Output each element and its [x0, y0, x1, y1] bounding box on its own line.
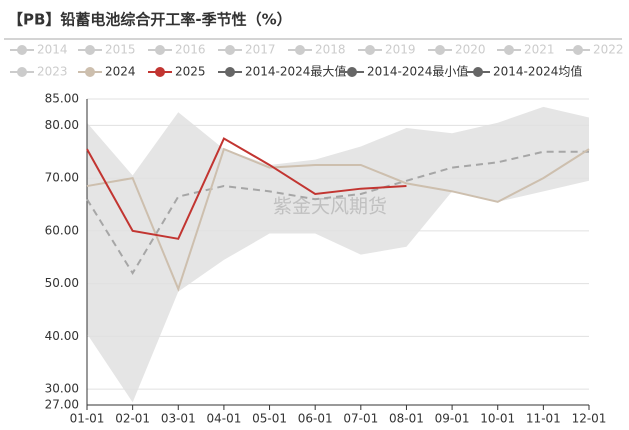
- legend-icon: [473, 67, 483, 77]
- x-tick-label: 03-01: [161, 412, 196, 426]
- legend-icon: [85, 67, 95, 77]
- watermark: 紫金天风期货: [273, 196, 387, 218]
- series-line: [86, 150, 589, 276]
- legend-icon: [17, 67, 27, 77]
- y-tick-label: 50.00: [45, 276, 79, 290]
- legend-label: 2014-2024最大值: [245, 64, 346, 79]
- legend-icon: [225, 45, 235, 55]
- legend-icon: [573, 45, 583, 55]
- legend-icon: [155, 45, 165, 55]
- legend-label: 2021: [524, 43, 555, 57]
- legend-label: 2017: [245, 43, 276, 57]
- x-tick-label: 07-01: [343, 412, 378, 426]
- chart-title: 【PB】铅蓄电池综合开工率-季节性（%）: [8, 11, 292, 29]
- legend-label: 2023: [37, 65, 68, 79]
- legend-label: 2024: [105, 65, 136, 79]
- legend-icon: [225, 67, 235, 77]
- legend-label: 2020: [455, 43, 486, 57]
- x-tick-label: 06-01: [298, 412, 333, 426]
- x-tick-label: 10-01: [480, 412, 515, 426]
- legend-icon: [17, 45, 27, 55]
- legend-icon: [85, 45, 95, 55]
- legend-label: 2025: [175, 65, 206, 79]
- legend-label: 2014-2024均值: [493, 64, 582, 79]
- y-tick-label: 30.00: [45, 382, 79, 396]
- y-tick-label: 40.00: [45, 329, 79, 343]
- legend-icon: [435, 45, 445, 55]
- legend-label: 2019: [385, 43, 416, 57]
- x-tick-label: 11-01: [526, 412, 561, 426]
- y-tick-label: 27.00: [45, 398, 79, 412]
- y-tick-label: 70.00: [45, 171, 79, 185]
- legend-icon: [504, 45, 514, 55]
- legend-label: 2014-2024最小值: [367, 64, 468, 79]
- series-line: [86, 137, 407, 240]
- x-tick-label: 09-01: [435, 412, 470, 426]
- x-tick-label: 01-01: [70, 412, 105, 426]
- y-tick-label: 80.00: [45, 118, 79, 132]
- legend-label: 2022: [593, 43, 624, 57]
- x-tick-label: 08-01: [389, 412, 424, 426]
- x-tick-label: 04-01: [206, 412, 241, 426]
- x-tick-label: 12-01: [572, 412, 607, 426]
- legend-label: 2018: [315, 43, 346, 57]
- band-area: [87, 180, 589, 405]
- legend-label: 2016: [175, 43, 206, 57]
- legend-icon: [295, 45, 305, 55]
- y-tick-label: 85.00: [45, 92, 79, 106]
- y-tick-label: 60.00: [45, 223, 79, 237]
- legend-icon: [347, 67, 357, 77]
- legend-icon: [365, 45, 375, 55]
- legend-label: 2014: [37, 43, 68, 57]
- legend-label: 2015: [105, 43, 136, 57]
- x-tick-label: 05-01: [252, 412, 287, 426]
- x-tick-label: 02-01: [115, 412, 150, 426]
- legend-icon: [155, 67, 165, 77]
- series-line: [86, 147, 590, 292]
